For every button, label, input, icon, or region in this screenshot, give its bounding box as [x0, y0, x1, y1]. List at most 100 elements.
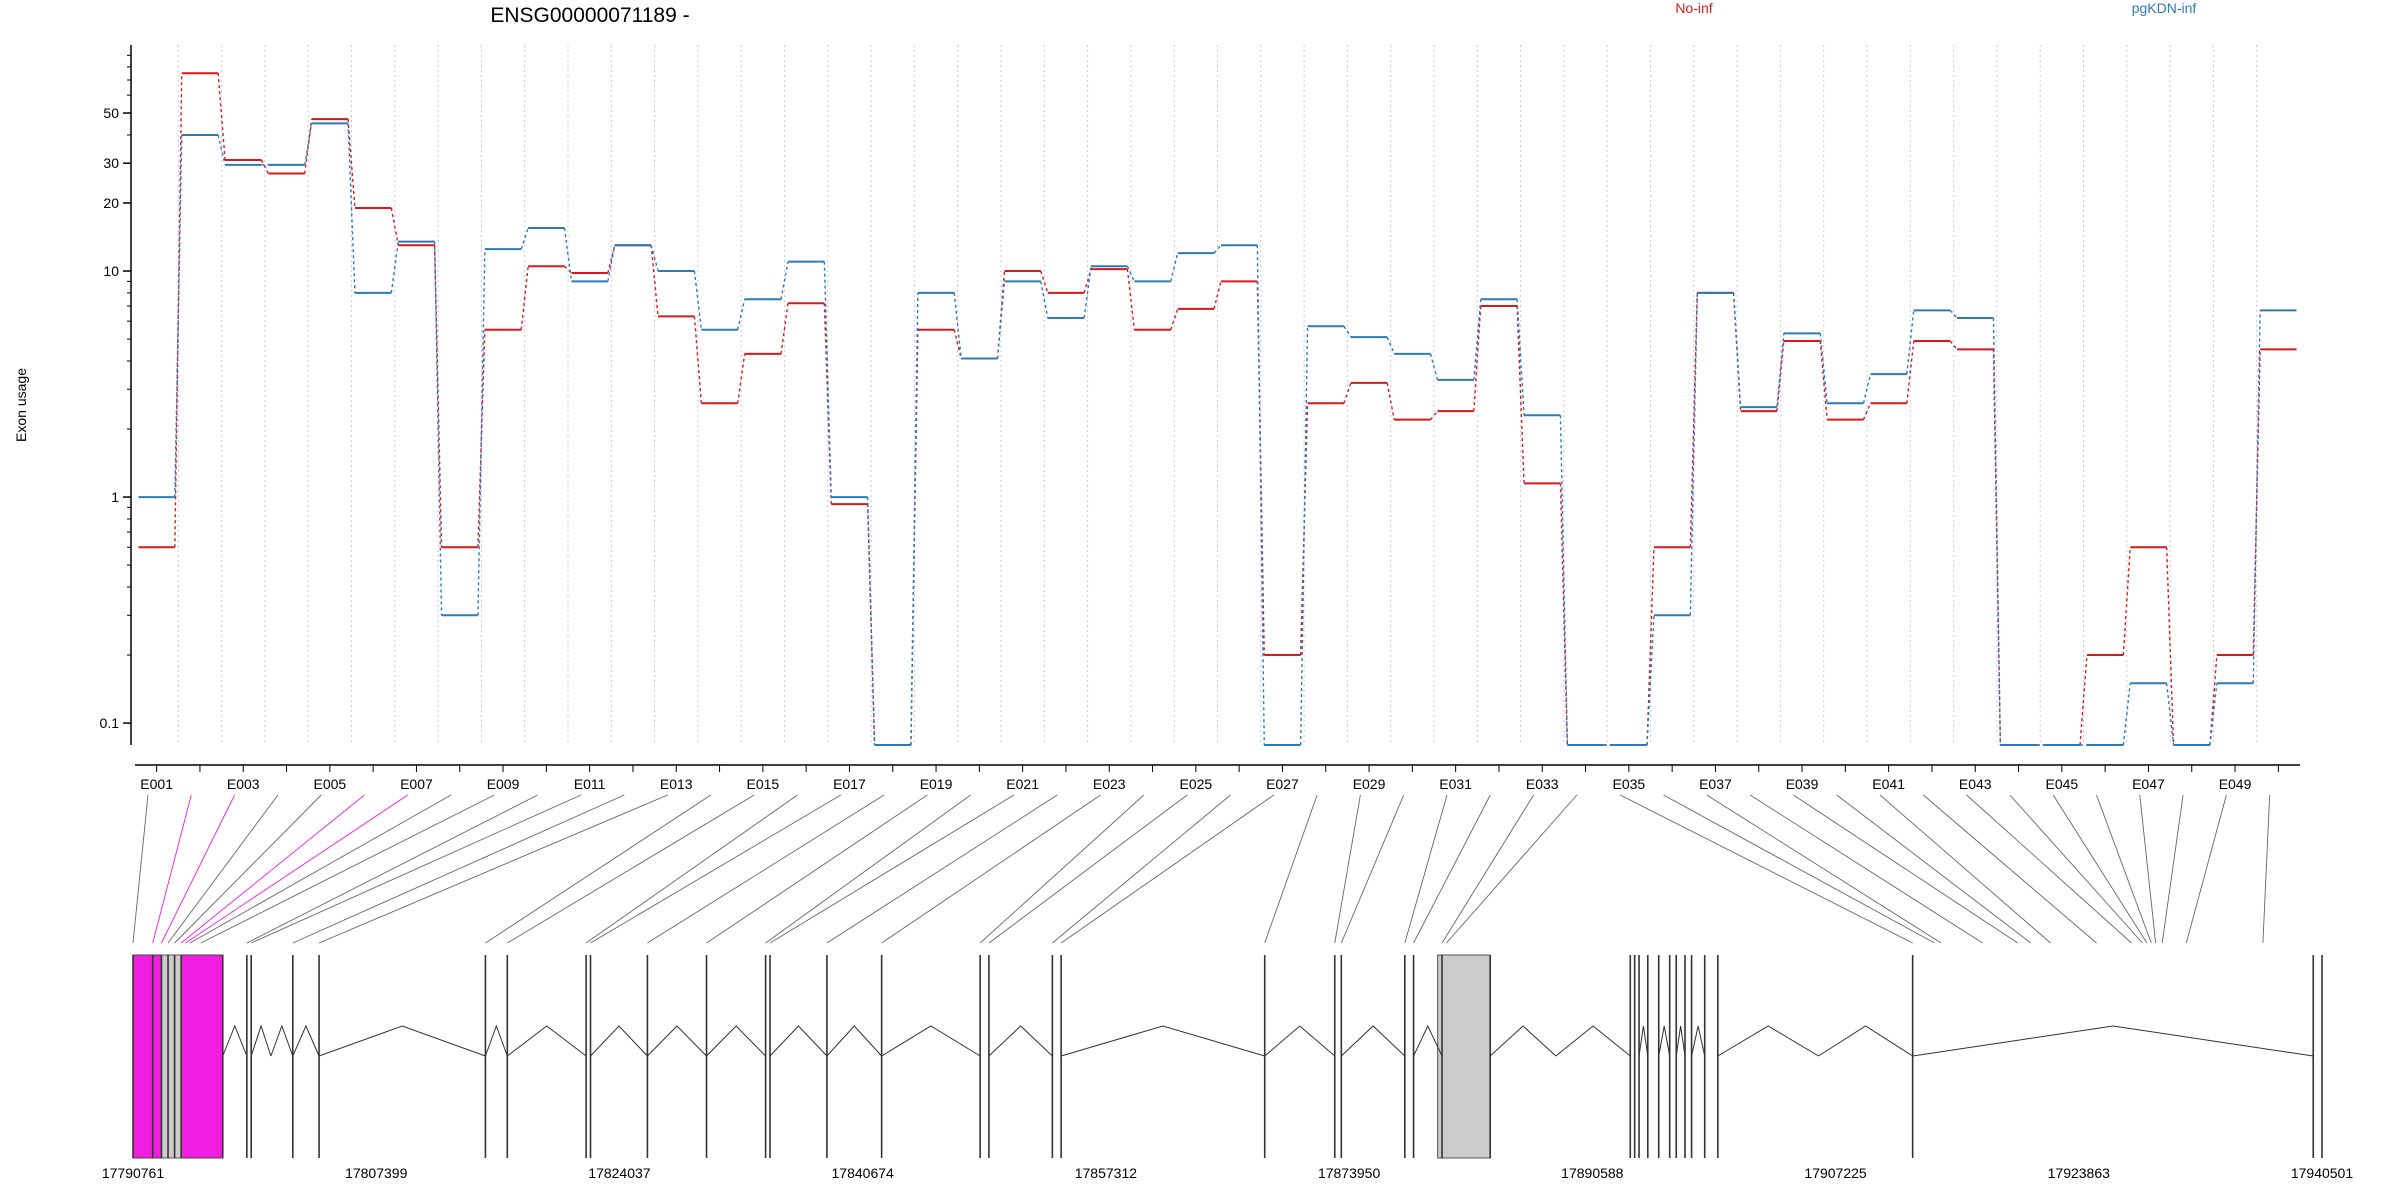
y-tick-label: 0.1: [100, 715, 120, 731]
exon-connector: [507, 794, 755, 944]
exon-connector: [152, 794, 192, 944]
data-connector: [520, 227, 529, 250]
data-connector: [1646, 615, 1655, 746]
data-connector: [390, 241, 399, 294]
data-connector: [1170, 252, 1179, 282]
exon-connector: [1966, 794, 2132, 944]
data-connector: [520, 266, 529, 330]
x-tick-label: E035: [1612, 776, 1645, 792]
data-connector: [1126, 265, 1136, 282]
exon-connector: [1052, 794, 1231, 944]
exon-connector: [979, 794, 1145, 944]
intron-line: [1555, 1025, 1631, 1057]
exon-connector: [988, 794, 1188, 944]
x-tick-label: E043: [1959, 776, 1992, 792]
exon-connector: [2161, 794, 2184, 944]
exon-connector: [2096, 794, 2152, 944]
exon-connector: [189, 794, 452, 944]
data-connector: [780, 261, 789, 300]
exon-connector: [318, 794, 668, 944]
data-connector: [2165, 547, 2175, 746]
data-connector: [1732, 292, 1742, 408]
data-connector: [1516, 299, 1525, 416]
series-1: [138, 122, 2297, 746]
data-connector: [2122, 547, 2131, 656]
data-connector: [2209, 683, 2218, 746]
x-tick-label: E033: [1526, 776, 1559, 792]
x-tick-label: E047: [2132, 776, 2165, 792]
gene-coordinate-label: 17824037: [588, 1165, 651, 1181]
exon-connector: [200, 794, 495, 944]
data-connector: [1126, 269, 1136, 330]
exon-connector: [1879, 794, 2051, 944]
data-connector: [1559, 415, 1569, 746]
exon-connector: [1340, 794, 1405, 944]
data-connector: [693, 270, 703, 330]
data-connector: [996, 281, 1006, 359]
exon-connector: [2185, 794, 2227, 944]
highlighted-exon: [132, 954, 162, 1159]
exon-connector: [1663, 794, 1935, 944]
y-tick-label: 10: [103, 263, 119, 279]
x-tick-label: E005: [313, 776, 346, 792]
data-connector: [650, 245, 659, 272]
x-tick-label: E007: [400, 776, 433, 792]
intron-line: [484, 1024, 508, 1057]
data-connector: [390, 207, 399, 246]
intron-line: [647, 1025, 707, 1057]
exon-connector: [1446, 794, 1578, 944]
data-connector: [1862, 402, 1872, 420]
data-connector: [1213, 281, 1222, 310]
x-tick-label: E001: [140, 776, 173, 792]
gene-coordinate-label: 17790761: [102, 1165, 165, 1181]
data-connector: [1862, 373, 1872, 404]
data-connector: [1689, 292, 1698, 548]
x-tick-label: E029: [1353, 776, 1386, 792]
data-connector: [1040, 270, 1049, 294]
gene-coordinate-label: 17940501: [2291, 1165, 2354, 1181]
data-connector: [737, 353, 746, 404]
data-connector: [1776, 333, 1785, 408]
exon-connector: [1706, 794, 1942, 944]
exon-connector: [185, 794, 409, 944]
exon-connector: [132, 794, 149, 944]
y-tick-label: 20: [103, 195, 119, 211]
x-tick-label: E031: [1439, 776, 1472, 792]
intron-line: [1638, 1025, 1649, 1057]
data-connector: [347, 123, 356, 293]
intron-line: [769, 1025, 828, 1057]
exon-connector: [881, 794, 1101, 944]
intron-line: [1413, 1024, 1443, 1057]
data-connector: [1256, 245, 1265, 746]
x-tick-label: E023: [1093, 776, 1126, 792]
data-connector: [1040, 281, 1049, 319]
x-tick-label: E037: [1699, 776, 1732, 792]
exon-connector: [292, 794, 625, 944]
data-connector: [347, 119, 356, 209]
data-connector: [693, 316, 703, 404]
intron-line: [1340, 1025, 1406, 1057]
exon-connector: [251, 794, 582, 944]
intron-line: [1489, 1025, 1557, 1057]
data-connector: [607, 245, 616, 274]
legend-no-inf: No-inf: [1675, 0, 1712, 16]
intron-line: [881, 1025, 981, 1057]
exon-connector: [769, 794, 1015, 944]
x-tick-label: E017: [833, 776, 866, 792]
data-connector: [866, 497, 876, 746]
grid: [177, 45, 2258, 745]
exon-connector: [585, 794, 798, 944]
data-connector: [1949, 340, 1958, 350]
y-tick-label: 1: [111, 489, 119, 505]
x-tick-label: E049: [2219, 776, 2252, 792]
exon-connectors: [132, 794, 2271, 944]
data-connector: [2122, 683, 2131, 746]
data-connector: [2252, 310, 2261, 684]
series-0: [138, 72, 2297, 746]
gene-coordinate-label: 17923863: [2048, 1165, 2111, 1181]
data-connector: [953, 292, 962, 359]
exon-connector: [180, 794, 365, 944]
intron-line: [250, 1024, 272, 1057]
intron-line: [1060, 1025, 1265, 1057]
gene-coordinate-label: 17890588: [1561, 1165, 1624, 1181]
